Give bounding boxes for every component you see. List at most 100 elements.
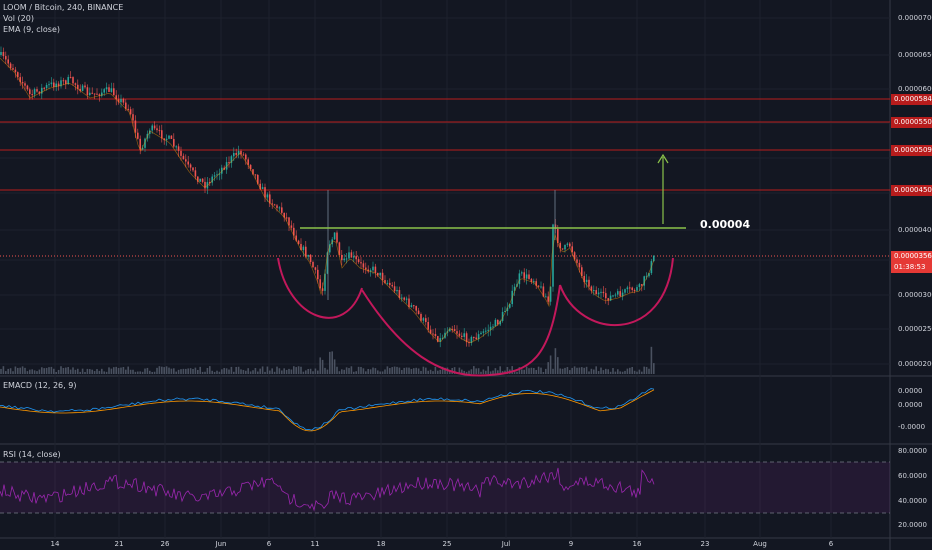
candle-body: [513, 286, 516, 291]
candle-body: [317, 269, 319, 280]
volume-bar: [465, 371, 468, 374]
date-axis-label: Jul: [501, 540, 511, 548]
macd-axis-label: -0.0000: [898, 423, 926, 431]
volume-bar: [386, 366, 389, 374]
volume-bar: [537, 366, 540, 374]
candle-body: [482, 331, 485, 333]
candle-body: [125, 102, 127, 109]
date-axis-label: 14: [50, 540, 60, 548]
candle-body: [441, 337, 444, 339]
candle-body: [621, 292, 624, 297]
volume-bar: [525, 366, 528, 374]
volume-bar: [333, 359, 336, 374]
volume-bar: [55, 371, 57, 374]
candle-body: [377, 272, 379, 276]
volume-bar: [254, 368, 257, 374]
candle-body: [487, 329, 489, 331]
volume-bar: [53, 368, 55, 374]
volume-bar: [453, 367, 456, 374]
volume-bar: [221, 369, 223, 374]
candle-body: [201, 178, 204, 182]
volume-bar: [129, 369, 132, 374]
volume-bar: [302, 371, 305, 374]
candle-body: [307, 254, 309, 257]
volume-bar: [444, 367, 446, 374]
candle-body: [350, 252, 353, 258]
candle-body: [2, 52, 5, 57]
candle-body: [38, 91, 41, 94]
volume-bar: [48, 367, 50, 374]
candle-body: [525, 274, 528, 279]
candle-body: [192, 167, 194, 171]
volume-indicator-label[interactable]: Vol (20): [3, 14, 34, 23]
candle-body: [173, 138, 175, 147]
volume-bar: [458, 367, 461, 374]
volume-bar: [14, 366, 17, 374]
volume-bar: [177, 369, 180, 374]
volume-bar: [557, 357, 559, 374]
candle-body: [593, 290, 595, 292]
rsi-indicator-label[interactable]: RSI (14, close): [3, 450, 61, 459]
candle-body: [391, 285, 393, 287]
volume-bar: [576, 367, 578, 374]
candle-body: [96, 93, 98, 95]
volume-bar: [468, 370, 470, 374]
candle-body: [434, 333, 437, 337]
candle-body: [252, 169, 254, 175]
candle-body: [427, 321, 429, 330]
candle-body: [319, 279, 321, 289]
volume-bar: [26, 371, 29, 374]
volume-bar: [89, 369, 91, 374]
rsi-axis-label: 40.0000: [898, 497, 927, 505]
volume-bar: [499, 366, 501, 374]
candle-body: [379, 272, 381, 276]
candle-body: [645, 276, 648, 278]
candle-body: [458, 333, 461, 336]
candle-body: [425, 318, 427, 322]
volume-bar: [218, 371, 221, 374]
candle-body: [607, 298, 609, 301]
signal-line: [0, 389, 655, 432]
volume-bar: [283, 368, 285, 374]
volume-bar: [45, 367, 48, 374]
volume-bar: [271, 368, 273, 374]
volume-bar: [607, 369, 609, 374]
macd-indicator-label[interactable]: EMACD (12, 26, 9): [3, 381, 77, 390]
candle-body: [50, 82, 53, 85]
candle-body: [257, 174, 259, 184]
candle-body: [521, 272, 523, 274]
macd-axis-label: 0.0000: [898, 387, 923, 395]
volume-bar: [252, 370, 254, 374]
volume-bar: [91, 369, 93, 374]
volume-bar: [477, 368, 480, 374]
volume-bar: [497, 370, 499, 374]
volume-bar: [110, 368, 113, 374]
volume-bar: [569, 370, 571, 374]
candle-body: [633, 290, 636, 292]
volume-bar: [216, 370, 218, 374]
volume-bar: [578, 367, 581, 374]
candle-body: [225, 162, 228, 170]
candle-body: [453, 329, 456, 332]
volume-bar: [108, 367, 110, 374]
volume-bar: [389, 368, 391, 374]
volume-bar: [240, 369, 242, 374]
price-axis-label: 0.00006500: [898, 51, 932, 59]
volume-bar: [463, 370, 465, 374]
volume-bar: [564, 367, 566, 374]
volume-bar: [398, 367, 401, 374]
ema-indicator-label[interactable]: EMA (9, close): [3, 25, 60, 34]
volume-bar: [393, 366, 396, 374]
candle-body: [67, 77, 69, 85]
candle-body: [552, 224, 554, 287]
volume-bar: [276, 366, 278, 374]
date-axis-label: 25: [442, 540, 452, 548]
candle-body: [115, 95, 117, 100]
candle-body: [101, 92, 103, 96]
volume-bar: [209, 366, 211, 374]
candle-body: [43, 87, 45, 89]
volume-bar: [185, 368, 187, 374]
candle-body: [588, 279, 590, 287]
date-axis-label: 11: [310, 540, 320, 548]
